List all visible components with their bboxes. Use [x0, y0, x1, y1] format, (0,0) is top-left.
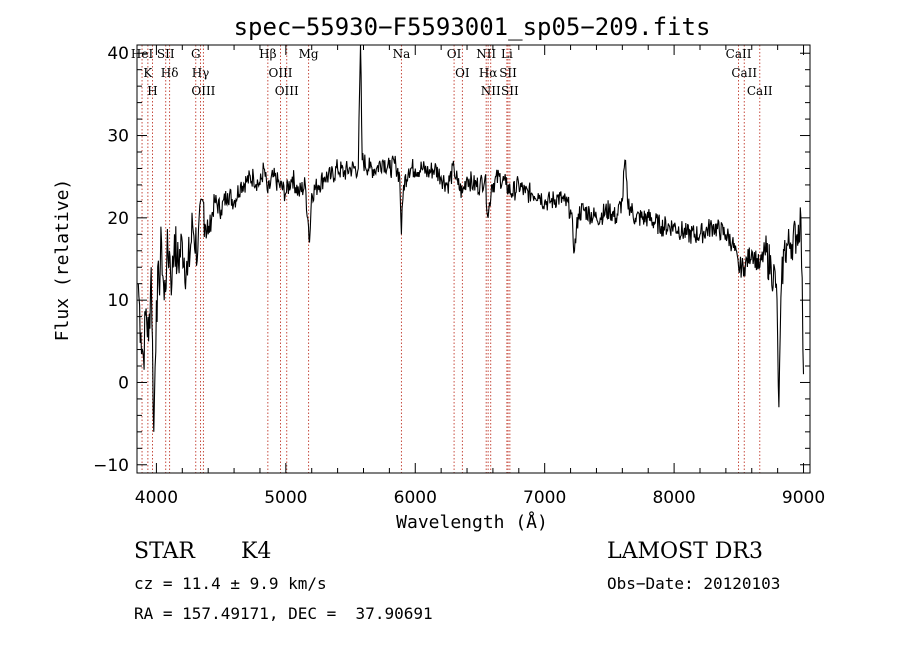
y-tick-label: −10 [93, 456, 129, 476]
y-axis-label: Flux (relative) [52, 179, 73, 342]
y-tick-label: 20 [107, 209, 129, 229]
survey-name: LAMOST DR3 [607, 539, 763, 564]
x-axis-ticks: 4000 5000 6000 7000 8000 9000 [135, 45, 825, 508]
line-label: OIII [268, 66, 292, 80]
y-tick-label: 10 [107, 291, 129, 311]
line-label: Hδ [161, 66, 179, 80]
line-label: K [143, 66, 153, 80]
spectrum-series-line [137, 44, 805, 432]
obs-date: Obs−Date: 20120103 [607, 574, 781, 593]
line-label: NII [481, 84, 501, 98]
object-class: STAR [134, 539, 195, 564]
x-tick-label: 9000 [782, 488, 825, 508]
line-label: Hγ [192, 66, 210, 80]
line-label: CaII [731, 66, 757, 80]
y-tick-label: 40 [107, 44, 129, 64]
object-subclass: K4 [241, 539, 272, 564]
x-axis-label: Wavelength (Å) [396, 511, 548, 533]
line-label: Na [393, 47, 411, 61]
ra-dec: RA = 157.49171, DEC = 37.90691 [134, 604, 433, 623]
plot-frame [136, 44, 811, 474]
y-axis-ticks: −10 0 10 20 30 40 [93, 44, 810, 476]
x-tick-label: 7000 [523, 488, 566, 508]
emission-line-labels: HeI KH SII Hδ G Hγ OIII Hβ OIII OIII Mg Na OI OI NII Hα… [131, 47, 773, 98]
line-label: SII [499, 66, 517, 80]
x-tick-label: 5000 [264, 488, 307, 508]
line-label: Mg [299, 47, 319, 61]
line-label: CaII [726, 47, 752, 61]
chart-title: spec−55930−F5593001_sp05−209.fits [234, 13, 711, 41]
line-label: CaII [747, 84, 773, 98]
redshift-cz: cz = 11.4 ± 9.9 km/s [134, 574, 327, 593]
line-label: Hα [479, 66, 498, 80]
y-tick-label: 30 [107, 127, 129, 147]
line-label: OI [447, 47, 462, 61]
x-tick-label: 8000 [652, 488, 695, 508]
line-label: SII [157, 47, 175, 61]
line-label: SII [501, 84, 519, 98]
line-label: OIII [191, 84, 215, 98]
x-tick-label: 4000 [135, 488, 178, 508]
line-label: OIII [275, 84, 299, 98]
line-label: NII [476, 47, 496, 61]
line-label: Li [501, 47, 513, 61]
line-label: H [147, 84, 157, 98]
line-label: OI [455, 66, 470, 80]
y-tick-label: 0 [118, 373, 129, 393]
line-label: HeI [131, 47, 154, 61]
x-tick-label: 6000 [394, 488, 437, 508]
line-label: Hβ [259, 47, 276, 61]
emission-line-markers [141, 45, 761, 473]
line-label: G [191, 47, 201, 61]
